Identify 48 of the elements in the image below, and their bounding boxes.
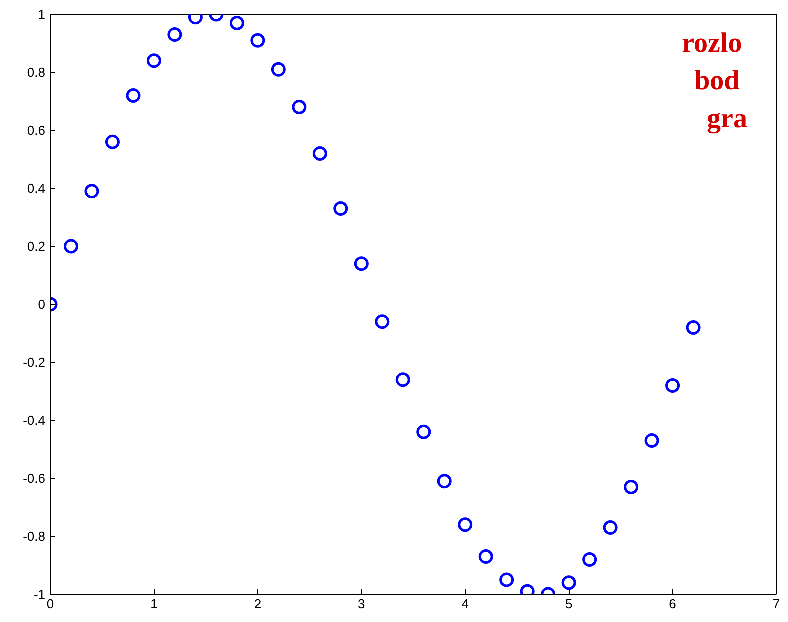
y-tick-label: 0.2 bbox=[27, 239, 46, 254]
x-tick-label: 5 bbox=[565, 596, 573, 612]
point bbox=[478, 550, 494, 564]
x-tick-label: 1 bbox=[150, 596, 158, 612]
x-tick-label: 7 bbox=[772, 596, 780, 612]
point bbox=[146, 54, 162, 68]
point bbox=[666, 378, 680, 393]
x-tick-label: 3 bbox=[358, 596, 366, 612]
point bbox=[582, 552, 598, 567]
y-tick-label: 0.6 bbox=[27, 123, 46, 138]
y-tick-label: 1 bbox=[38, 7, 46, 22]
point bbox=[105, 134, 120, 150]
point bbox=[292, 100, 307, 115]
annotation: rozlo bbox=[682, 28, 742, 59]
point bbox=[230, 16, 244, 30]
point bbox=[334, 202, 348, 216]
point bbox=[416, 424, 432, 440]
point bbox=[312, 146, 328, 161]
point bbox=[271, 62, 286, 77]
point bbox=[686, 320, 701, 335]
y-tick-label: -0.8 bbox=[23, 529, 46, 544]
point bbox=[375, 314, 390, 330]
point bbox=[562, 576, 576, 590]
point bbox=[624, 480, 639, 494]
point bbox=[126, 88, 141, 103]
point bbox=[64, 239, 78, 254]
x-tick-label: 2 bbox=[254, 596, 262, 612]
y-tick-label: -1 bbox=[34, 587, 46, 602]
point bbox=[396, 372, 410, 388]
y-tick-label: 0 bbox=[38, 297, 46, 312]
annotation: bod bbox=[694, 66, 740, 97]
point bbox=[644, 434, 660, 448]
annotation: gra bbox=[707, 103, 748, 134]
point bbox=[168, 28, 182, 42]
point bbox=[250, 33, 266, 48]
x-tick-label: 6 bbox=[669, 596, 676, 612]
y-tick-label: -0.4 bbox=[23, 413, 46, 428]
point bbox=[437, 474, 452, 489]
x-tick-label: 4 bbox=[462, 596, 469, 612]
y-tick-label: -0.2 bbox=[23, 355, 46, 370]
point bbox=[84, 184, 100, 199]
point bbox=[500, 572, 514, 588]
y-tick-label: 0.4 bbox=[27, 181, 46, 196]
y-tick-label: -0.6 bbox=[23, 471, 46, 486]
point bbox=[458, 518, 473, 532]
point bbox=[603, 520, 618, 536]
y-tick-label: 0.8 bbox=[27, 65, 46, 80]
point bbox=[354, 256, 369, 272]
